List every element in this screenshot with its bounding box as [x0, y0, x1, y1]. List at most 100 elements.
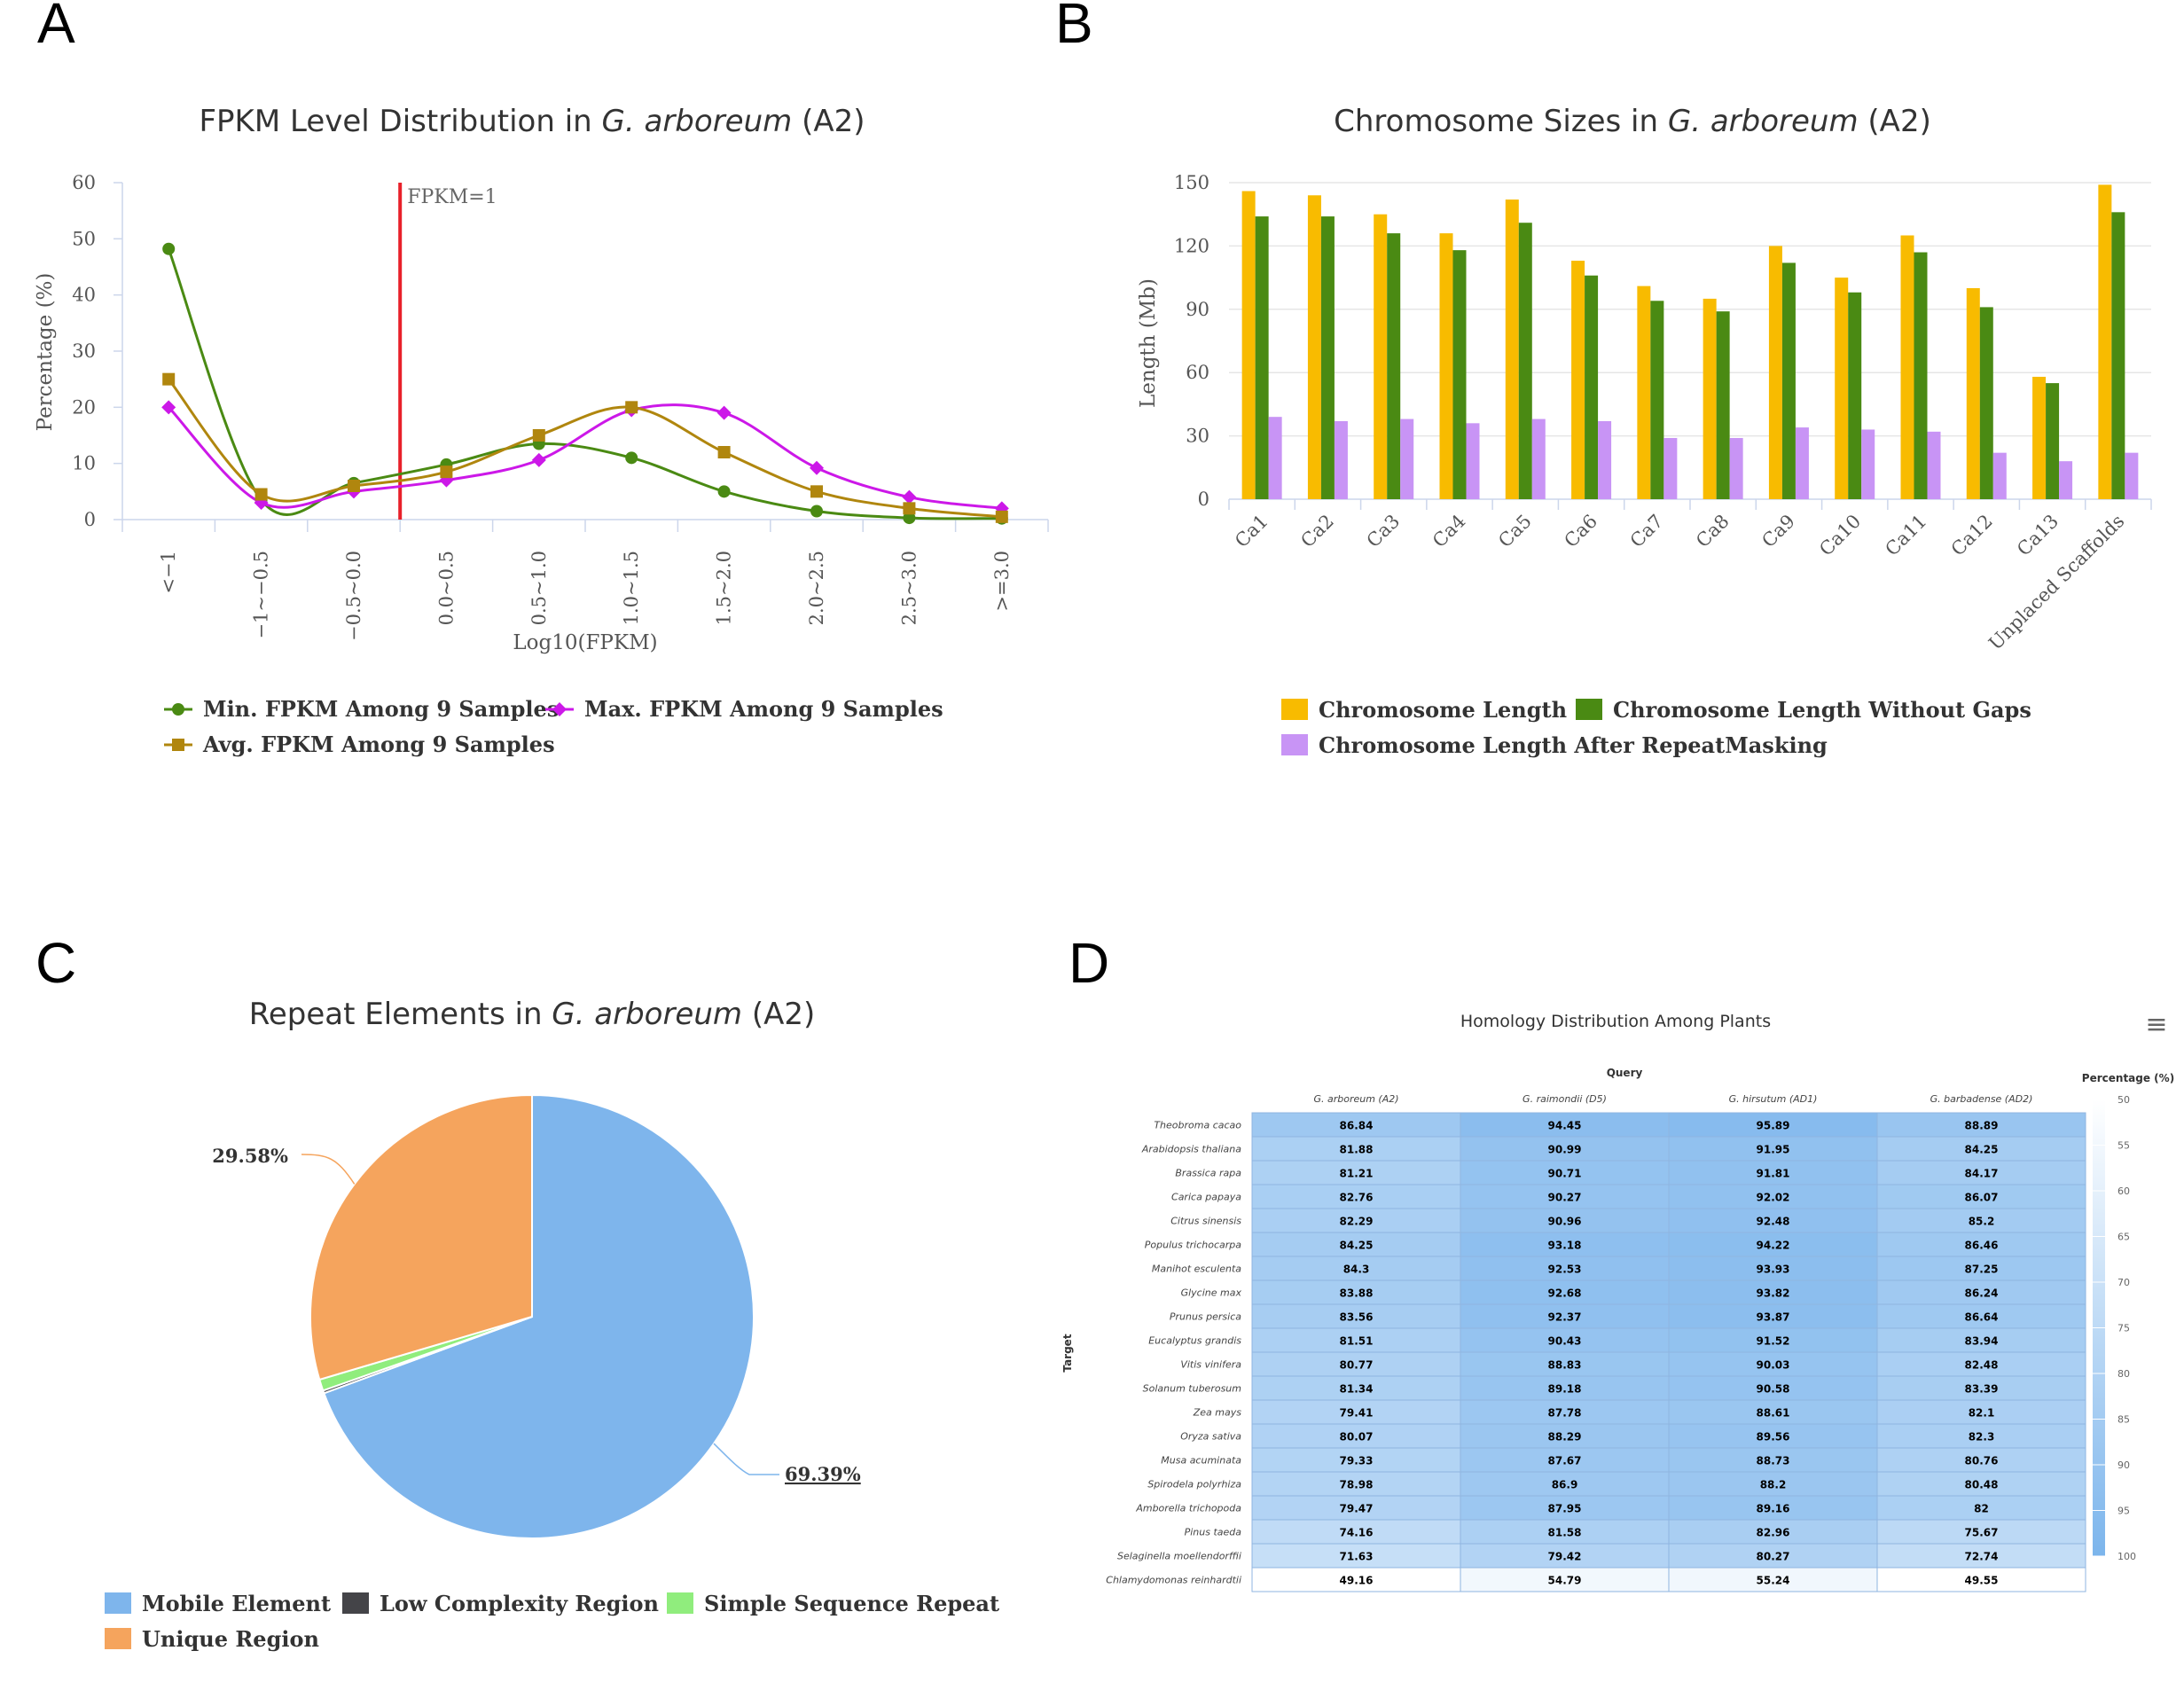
colorscale-tick-label: 65 [2117, 1232, 2130, 1243]
bar [1637, 286, 1651, 499]
cell-value: 94.22 [1757, 1240, 1790, 1252]
data-point [162, 242, 176, 255]
x-tick-label: Ca6 [1560, 511, 1601, 552]
x-tick-label: Ca4 [1429, 511, 1470, 552]
cell-value: 82.96 [1757, 1527, 1790, 1539]
x-tick-label: 0.0~0.5 [435, 551, 457, 625]
row-label: Selaginella moellendorffii [1117, 1551, 1241, 1562]
cell-value: 88.73 [1757, 1455, 1790, 1467]
row-label: Manihot esculenta [1152, 1264, 1241, 1275]
bar [1241, 191, 1256, 499]
y-tick-label: 30 [1186, 426, 1209, 447]
bar [1387, 233, 1401, 499]
cell-value: 49.16 [1340, 1575, 1374, 1587]
heatmap-cell [1251, 1423, 1461, 1449]
chart-b-ylabel: Length (Mb) [1137, 278, 1160, 408]
cell-value: 72.74 [1965, 1551, 1999, 1563]
cell-value: 92.53 [1548, 1264, 1582, 1276]
cell-value: 87.78 [1548, 1407, 1582, 1420]
cell-value: 79.42 [1548, 1551, 1582, 1563]
bar [1663, 437, 1678, 499]
y-tick-label: 60 [72, 172, 96, 193]
cell-value: 89.16 [1757, 1503, 1790, 1515]
panel-letter-b: B [1055, 0, 1093, 55]
fpkm-threshold-label: FPKM=1 [407, 186, 497, 208]
data-point [161, 400, 176, 415]
heatmap-cell [1251, 1567, 1461, 1592]
cell-value: 87.25 [1965, 1264, 1999, 1276]
data-point [625, 401, 638, 414]
cell-value: 86.64 [1965, 1311, 1999, 1324]
bar [1571, 261, 1585, 499]
colorscale-tick-label: 95 [2117, 1506, 2130, 1517]
data-point [531, 452, 546, 467]
cell-value: 88.2 [1760, 1479, 1787, 1491]
data-point [162, 372, 176, 386]
row-label: Chlamydomonas reinhardtii [1106, 1575, 1241, 1586]
heatmap-cell [1460, 1543, 1670, 1569]
bar [1320, 216, 1335, 499]
cell-value: 95.89 [1757, 1120, 1790, 1132]
heatmap-cell [1668, 1471, 1878, 1497]
cell-value: 92.48 [1757, 1216, 1790, 1228]
y-tick-label: 20 [72, 396, 96, 418]
y-tick-label: 150 [1174, 172, 1209, 193]
row-label: Arabidopsis thaliana [1141, 1144, 1241, 1155]
heatmap-cell [1668, 1279, 1878, 1305]
heatmap-cell [1251, 1495, 1461, 1521]
y-tick-label: 40 [72, 285, 96, 306]
column-header: G. barbadense (AD2) [1930, 1093, 2033, 1105]
bar [1598, 420, 1612, 499]
x-tick-label: Unplaced Scaffolds [1984, 511, 2128, 654]
cell-value: 83.88 [1340, 1287, 1374, 1300]
bar [1703, 298, 1717, 499]
x-tick-label: Ca5 [1494, 511, 1536, 552]
cell-value: 88.89 [1965, 1120, 1999, 1132]
heatmap-cell [1876, 1351, 2086, 1377]
y-tick-label: 120 [1174, 235, 1209, 256]
y-tick-label: 90 [1186, 299, 1209, 320]
bar [1650, 301, 1664, 499]
series-line [167, 248, 1002, 520]
cell-value: 86.07 [1965, 1192, 1999, 1204]
data-point [810, 460, 824, 475]
cell-value: 82.1 [1969, 1407, 1995, 1420]
heatmap-cell [1668, 1327, 1878, 1353]
heatmap-cell [1668, 1232, 1878, 1257]
heatmap-cell [1460, 1495, 1670, 1521]
data-point [716, 405, 732, 420]
data-point [903, 512, 916, 525]
chart-b-title: Chromosome Sizes in G. arboreum (A2) [1334, 104, 1931, 139]
panel-letter-c: C [35, 931, 76, 995]
bar [1781, 262, 1796, 499]
hamburger-menu-icon[interactable]: ≡ [2145, 1009, 2167, 1040]
data-point [717, 485, 731, 498]
heatmap-cell [1251, 1327, 1461, 1353]
fpkm-line-chart: FPKM Level Distribution in G. arboreum (… [34, 104, 1049, 757]
cell-value: 93.18 [1548, 1240, 1582, 1252]
bar [2046, 383, 2060, 499]
cell-value: 92.37 [1548, 1311, 1582, 1324]
heatmap-cell [1460, 1399, 1670, 1425]
x-tick-label: <−1 [158, 551, 179, 594]
heatmap-cell [1876, 1519, 2086, 1545]
legend-swatch [105, 1592, 131, 1614]
y-tick-label: 10 [72, 453, 96, 474]
colorscale-tick-label: 85 [2117, 1414, 2130, 1426]
heatmap-cell [1460, 1447, 1670, 1473]
heatmap-cell [1876, 1399, 2086, 1425]
colorscale-tick-label: 55 [2117, 1140, 2130, 1152]
series-line [168, 403, 1002, 510]
bar [1255, 216, 1269, 499]
colorscale-tick-label: 60 [2117, 1185, 2130, 1197]
row-label: Pinus taeda [1185, 1527, 1242, 1538]
legend-swatch [342, 1592, 369, 1614]
heatmap-cell [1460, 1471, 1670, 1497]
bar [1466, 423, 1480, 499]
x-tick-label: Ca8 [1692, 511, 1734, 552]
cell-value: 89.18 [1548, 1383, 1582, 1396]
bar [1439, 233, 1453, 499]
y-tick-label: 50 [72, 228, 96, 249]
data-point [902, 489, 917, 505]
